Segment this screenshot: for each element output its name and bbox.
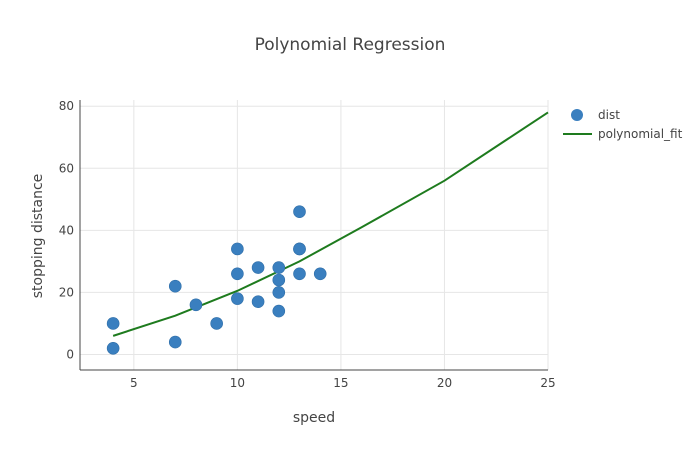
legend-item-dist[interactable]: dist — [571, 108, 620, 122]
legend[interactable]: dist polynomial_fit — [563, 108, 683, 141]
data-point — [168, 335, 182, 349]
data-point — [293, 242, 306, 256]
x-tick-label: 20 — [437, 376, 452, 390]
x-axis-label: speed — [293, 410, 335, 426]
data-point — [210, 317, 223, 330]
data-point — [293, 267, 306, 281]
data-point — [106, 317, 120, 330]
y-tick-label: 20 — [59, 285, 74, 299]
data-point — [251, 261, 265, 274]
y-tick-label: 40 — [59, 223, 74, 237]
data-points — [106, 205, 327, 355]
tick-labels: 5 10 15 20 25 0 20 40 60 80 — [59, 99, 556, 390]
data-point — [106, 341, 120, 355]
x-tick-label: 5 — [130, 376, 138, 390]
data-point — [313, 267, 327, 281]
data-point — [231, 242, 244, 256]
axes — [79, 100, 548, 371]
fit-line — [112, 111, 549, 337]
data-point — [272, 261, 286, 274]
legend-item-polynomial_fit[interactable]: polynomial_fit — [563, 127, 683, 141]
y-axis-label: stopping distance — [30, 174, 46, 299]
legend-label: polynomial_fit — [598, 127, 683, 141]
data-point — [251, 295, 265, 309]
x-tick-label: 10 — [230, 376, 245, 390]
data-point — [272, 304, 286, 318]
data-point — [293, 205, 306, 219]
data-point — [231, 292, 244, 305]
data-point — [272, 273, 286, 287]
chart-title: Polynomial Regression — [255, 35, 446, 55]
y-tick-label: 0 — [66, 347, 74, 361]
legend-marker-swatch — [571, 109, 583, 121]
data-point — [231, 267, 244, 281]
y-tick-label: 80 — [59, 99, 74, 113]
data-point — [189, 298, 203, 312]
data-point — [272, 286, 286, 299]
data-point — [168, 279, 182, 293]
y-tick-label: 60 — [59, 161, 74, 175]
grid — [80, 100, 549, 370]
x-tick-label: 25 — [540, 376, 555, 390]
legend-label: dist — [598, 108, 620, 122]
x-tick-label: 15 — [333, 376, 348, 390]
fit-layer — [112, 111, 549, 337]
